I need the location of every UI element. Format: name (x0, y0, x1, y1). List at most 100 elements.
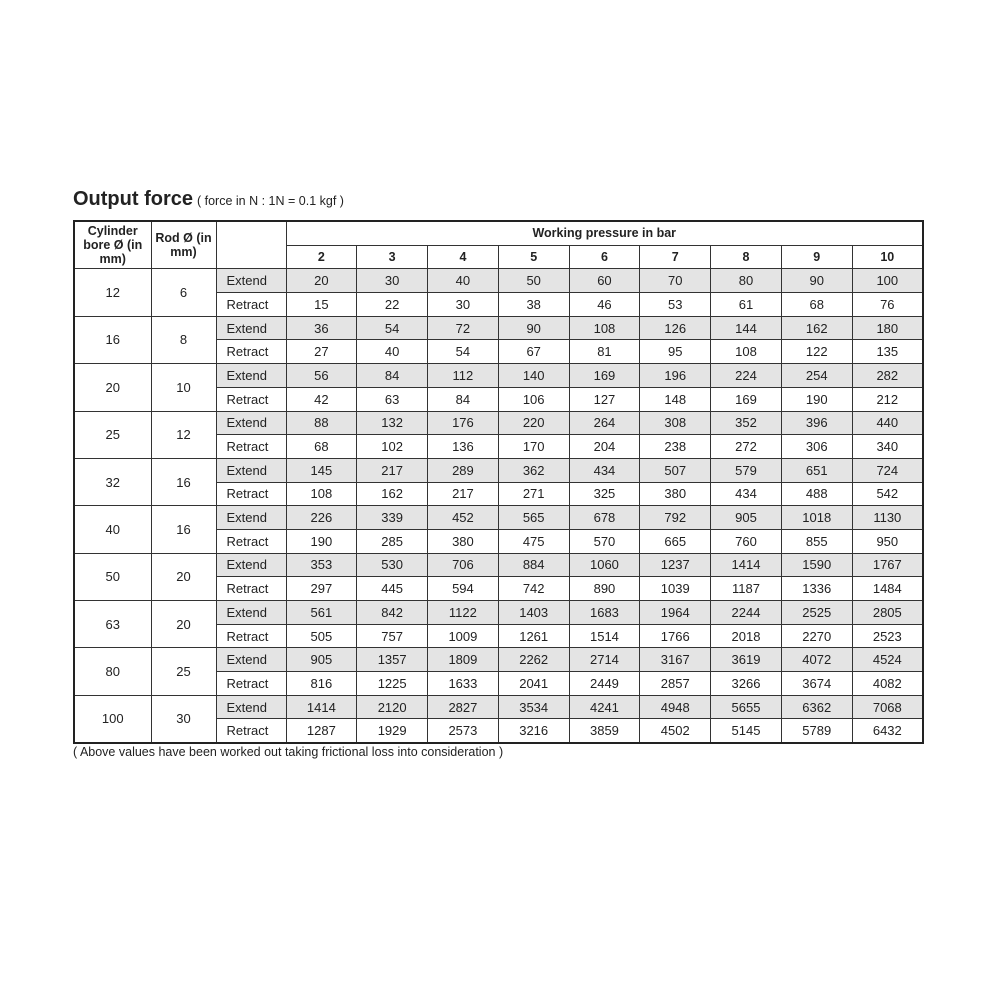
rod-cell: 12 (150, 410, 217, 459)
force-value: 308 (639, 410, 712, 436)
force-value: 1225 (356, 671, 429, 696)
table-row-extend: 16 8 Extend 36 54 72 90 108 126 144 162 180 (73, 315, 924, 365)
force-value: 4524 (851, 647, 924, 673)
table-row-retract: Retract 297 445 594 742 890 1039 1187 1336 1484 (74, 576, 924, 601)
force-value: 15 (285, 292, 358, 317)
force-value: 80 (710, 268, 782, 294)
force-value: 565 (497, 505, 570, 530)
force-value: 1590 (780, 552, 853, 578)
force-value: 3216 (497, 718, 570, 744)
force-value: 60 (568, 268, 641, 294)
force-value: 112 (427, 363, 499, 388)
force-value: 1187 (710, 576, 782, 601)
force-value: 3266 (710, 671, 782, 696)
force-value: 4948 (639, 694, 712, 720)
force-value: 36 (285, 315, 358, 341)
force-value: 108 (285, 481, 358, 507)
force-value: 5655 (710, 694, 782, 720)
force-value: 905 (285, 647, 358, 673)
force-value: 1009 (427, 623, 499, 649)
force-value: 452 (427, 505, 499, 530)
rod-cell: 16 (150, 505, 217, 554)
force-value: 5789 (780, 718, 853, 744)
force-value: 6432 (851, 718, 924, 744)
force-value: 890 (568, 576, 641, 601)
force-value: 4082 (851, 671, 924, 696)
table-title: Output force ( force in N : 1N = 0.1 kgf … (73, 188, 344, 211)
force-value: 2244 (710, 600, 782, 625)
force-value: 226 (285, 505, 358, 530)
table-row-extend: 32 16 Extend 145 217 289 362 434 507 579 651 724 (73, 457, 924, 507)
bore-cell: 20 (73, 363, 152, 412)
force-value: 325 (568, 481, 641, 507)
direction-label: Extend (215, 457, 287, 483)
force-value: 4072 (780, 647, 853, 673)
force-value: 126 (639, 315, 712, 341)
force-value: 1403 (497, 600, 570, 625)
table-row-extend: 80 25 Extend 905 1357 1809 2262 2714 3167 3619 407… (73, 647, 924, 696)
table-row-retract: Retract 505 757 1009 1261 1514 1766 2018 2270 252… (74, 623, 924, 649)
force-value: 2262 (497, 647, 570, 673)
force-value: 1414 (710, 552, 782, 578)
direction-label: Extend (215, 552, 287, 578)
bore-cell: 50 (73, 552, 152, 602)
title: Output force (73, 188, 193, 210)
force-value: 88 (285, 410, 358, 436)
force-value: 3859 (568, 718, 641, 744)
table-row-retract: Retract 108 162 217 271 325 380 434 488 542 (74, 481, 924, 507)
direction-label: Retract (215, 528, 287, 554)
force-value: 169 (568, 363, 641, 388)
force-value: 1414 (285, 694, 358, 720)
force-value: 665 (639, 528, 712, 554)
force-value: 340 (851, 434, 924, 459)
force-value: 50 (497, 268, 570, 294)
force-value: 594 (427, 576, 499, 601)
force-value: 1039 (639, 576, 712, 601)
bore-cell: 25 (73, 410, 152, 459)
force-value: 254 (780, 363, 853, 388)
force-value: 148 (639, 386, 712, 412)
force-value: 224 (710, 363, 782, 388)
direction-label: Extend (215, 647, 287, 673)
force-value: 46 (568, 292, 641, 317)
force-value: 90 (497, 315, 570, 341)
force-value: 488 (780, 481, 853, 507)
force-value: 54 (427, 339, 499, 365)
force-value: 4241 (568, 694, 641, 720)
force-value: 67 (497, 339, 570, 365)
force-value: 217 (427, 481, 499, 507)
table-row-retract: Retract 27 40 54 67 81 95 108 122 135 (74, 339, 924, 365)
header-rod: Rod Ø (in mm) (150, 220, 217, 270)
force-value: 3674 (780, 671, 853, 696)
header-pressure-value: 2 (285, 244, 358, 270)
force-value: 190 (285, 528, 358, 554)
force-value: 2573 (427, 718, 499, 744)
force-value: 2857 (639, 671, 712, 696)
force-value: 135 (851, 339, 924, 365)
force-value: 180 (851, 315, 924, 341)
force-value: 1964 (639, 600, 712, 625)
force-value: 54 (356, 315, 429, 341)
force-value: 108 (568, 315, 641, 341)
force-value: 2018 (710, 623, 782, 649)
force-value: 5145 (710, 718, 782, 744)
force-value: 542 (851, 481, 924, 507)
force-value: 204 (568, 434, 641, 459)
force-value: 1357 (356, 647, 429, 673)
force-value: 217 (356, 457, 429, 483)
force-value: 2714 (568, 647, 641, 673)
force-value: 72 (427, 315, 499, 341)
force-value: 1336 (780, 576, 853, 601)
force-value: 81 (568, 339, 641, 365)
force-value: 1122 (427, 600, 499, 625)
force-value: 905 (710, 505, 782, 530)
force-value: 1130 (851, 505, 924, 530)
force-value: 1929 (356, 718, 429, 744)
force-value: 136 (427, 434, 499, 459)
force-value: 220 (497, 410, 570, 436)
header-pressure: Working pressure in bar (285, 220, 924, 246)
force-value: 122 (780, 339, 853, 365)
force-value: 2827 (427, 694, 499, 720)
force-value: 678 (568, 505, 641, 530)
force-value: 306 (780, 434, 853, 459)
